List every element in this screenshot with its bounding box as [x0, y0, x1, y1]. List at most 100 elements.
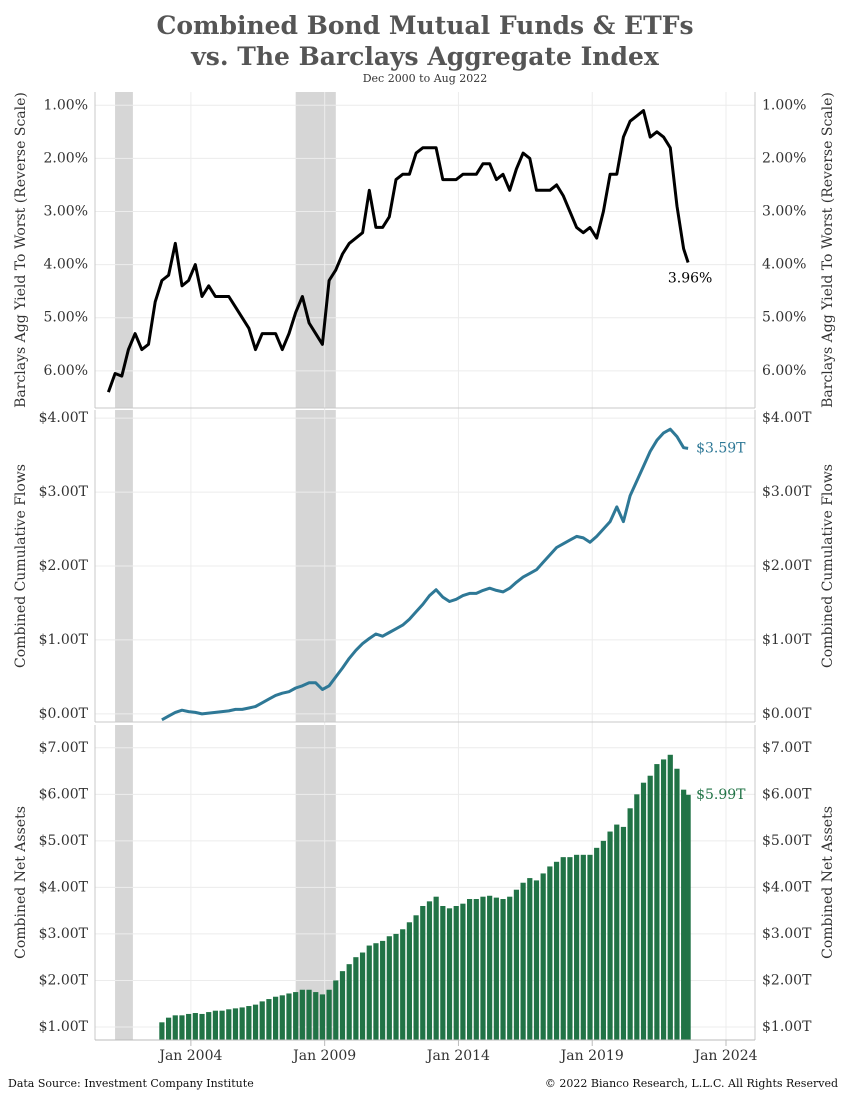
- bar: [179, 1015, 185, 1040]
- bar: [192, 1013, 198, 1040]
- bar: [406, 922, 412, 1040]
- chart-title: Combined Bond Mutual Funds & ETFs: [156, 11, 693, 40]
- copyright-note: © 2022 Bianco Research, L.L.C. All Right…: [545, 1077, 838, 1090]
- bar: [226, 1009, 232, 1040]
- bar: [560, 857, 566, 1040]
- y-tick-label-right: $4.00T: [762, 410, 812, 426]
- y-tick-label-right: 5.00%: [762, 310, 806, 326]
- bar: [373, 943, 379, 1040]
- bar: [206, 1012, 212, 1040]
- bar: [446, 908, 453, 1040]
- bar: [165, 1017, 172, 1040]
- y-tick-label: $7.00T: [39, 740, 89, 756]
- bar: [627, 808, 633, 1040]
- bar: [681, 789, 687, 1040]
- bar: [647, 775, 653, 1040]
- y-tick-label-right: $3.00T: [762, 926, 812, 942]
- bar: [219, 1010, 225, 1040]
- bar: [239, 1007, 245, 1040]
- bar: [353, 957, 359, 1040]
- bar: [634, 794, 640, 1040]
- y-tick-label: 2.00%: [44, 150, 88, 166]
- y-tick-label: $3.00T: [39, 926, 89, 942]
- y-tick-label: $5.00T: [39, 833, 89, 849]
- bar: [306, 989, 312, 1040]
- y-axis-title: Combined Cumulative Flows: [13, 464, 29, 668]
- x-tick-label: Jan 2014: [425, 1048, 490, 1064]
- y-tick-label: $0.00T: [39, 706, 89, 722]
- bar: [326, 989, 332, 1040]
- y-tick-label-right: $3.00T: [762, 484, 812, 500]
- y-tick-label: 3.00%: [44, 203, 88, 219]
- y-tick-label: $3.00T: [39, 484, 89, 500]
- bar: [400, 929, 406, 1040]
- bar: [607, 831, 613, 1040]
- y-axis-title-right: Combined Cumulative Flows: [820, 464, 836, 668]
- bar: [453, 905, 459, 1040]
- chart-title: vs. The Barclays Aggregate Index: [190, 42, 660, 71]
- y-tick-label-right: $4.00T: [762, 879, 812, 895]
- y-tick-label: $2.00T: [39, 558, 89, 574]
- y-tick-label-right: $1.00T: [762, 632, 812, 648]
- y-tick-label: 6.00%: [44, 363, 88, 379]
- bar: [547, 866, 553, 1040]
- bar: [359, 952, 366, 1040]
- y-axis-title-right: Combined Net Assets: [820, 806, 836, 959]
- end-label: $3.59T: [696, 440, 746, 456]
- y-tick-label: $1.00T: [39, 632, 89, 648]
- bar: [413, 915, 419, 1040]
- bar: [574, 854, 580, 1040]
- bar: [159, 1022, 165, 1040]
- data-line: [161, 427, 689, 722]
- bar: [533, 880, 540, 1040]
- bar: [587, 854, 593, 1040]
- bar: [433, 896, 439, 1040]
- y-tick-label-right: $6.00T: [762, 786, 812, 802]
- y-tick-label: $6.00T: [39, 786, 89, 802]
- bar: [667, 754, 673, 1040]
- bar: [232, 1008, 239, 1040]
- x-tick-label: Jan 2009: [291, 1048, 356, 1064]
- bar: [685, 794, 691, 1040]
- y-tick-label-right: $5.00T: [762, 833, 812, 849]
- bar: [212, 1010, 219, 1040]
- bar: [426, 901, 433, 1040]
- data-line: [106, 109, 690, 393]
- bar: [319, 994, 326, 1040]
- bar: [466, 899, 473, 1040]
- bar: [286, 993, 292, 1040]
- y-tick-label-right: $0.00T: [762, 706, 812, 722]
- bar: [460, 903, 466, 1040]
- bar: [654, 764, 660, 1040]
- y-tick-label-right: 6.00%: [762, 363, 806, 379]
- x-tick-label: Jan 2019: [559, 1048, 624, 1064]
- bar: [333, 980, 339, 1040]
- bar: [513, 889, 520, 1040]
- bar: [580, 854, 586, 1040]
- y-tick-label-right: 3.00%: [762, 203, 806, 219]
- end-label: $5.99T: [696, 787, 746, 803]
- y-axis-title: Combined Net Assets: [13, 806, 29, 959]
- bar: [620, 826, 627, 1040]
- bar: [540, 873, 546, 1040]
- end-label: 3.96%: [668, 270, 712, 286]
- bar: [186, 1013, 192, 1040]
- bar: [366, 945, 372, 1040]
- y-tick-label: 5.00%: [44, 310, 88, 326]
- y-tick-label: 4.00%: [44, 257, 88, 273]
- bar: [520, 882, 526, 1040]
- y-axis-title-right: Barclays Agg Yield To Worst (Reverse Sca…: [820, 92, 836, 408]
- y-tick-label: $1.00T: [39, 1019, 89, 1035]
- chart-subtitle: Dec 2000 to Aug 2022: [363, 72, 488, 85]
- bar: [493, 897, 499, 1040]
- y-axis-title: Barclays Agg Yield To Worst (Reverse Sca…: [13, 92, 29, 408]
- recession-shade: [115, 725, 133, 1040]
- recession-shade: [295, 92, 336, 408]
- bar: [386, 936, 392, 1040]
- bar: [440, 905, 446, 1040]
- bar: [420, 905, 426, 1040]
- bar: [266, 999, 272, 1040]
- bar: [480, 896, 486, 1040]
- bar: [594, 847, 600, 1040]
